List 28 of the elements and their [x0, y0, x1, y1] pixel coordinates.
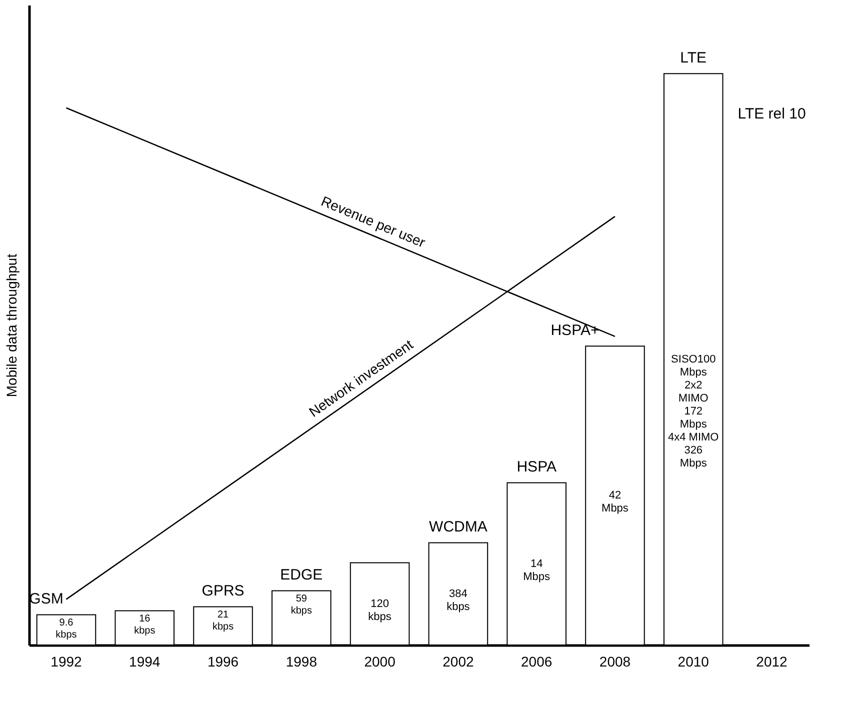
annotation: EDGE: [280, 566, 323, 584]
x-tick-label: 1996: [207, 654, 239, 670]
annotation: 16 kbps: [134, 614, 156, 637]
annotation: 120 kbps: [368, 598, 392, 623]
x-tick-label: 2008: [599, 654, 631, 670]
x-tick-label: 2012: [756, 654, 788, 670]
annotation: 9.6 kbps: [56, 618, 77, 641]
annotation: HSPA+: [550, 322, 600, 340]
x-tick-label: 2010: [678, 654, 710, 670]
x-tick-label: 1992: [50, 654, 82, 670]
x-tick-label: 2002: [442, 654, 474, 670]
text: SISO100 Mbps 2x2 MIMO 172 Mbps 4x4 MIMO 326 Mbps: [668, 353, 719, 470]
x-tick-label: 2000: [364, 654, 396, 670]
annotation: HSPA: [516, 458, 556, 476]
annotation: GPRS: [202, 582, 244, 600]
x-tick-label: 1994: [129, 654, 160, 670]
annotation: 42 Mbps: [602, 490, 629, 515]
annotation: 14 Mbps: [523, 558, 551, 583]
x-tick-label: 1998: [286, 654, 318, 670]
annotation: LTE rel 10: [738, 106, 806, 123]
annotation: 21 kbps: [212, 610, 234, 633]
annotation: 384 kbps: [446, 588, 470, 613]
x-tick-label: 2006: [521, 654, 552, 670]
annotation: WCDMA: [429, 518, 488, 536]
text: LTE: [680, 50, 707, 67]
y-axis-title: Mobile data throughput: [4, 254, 20, 398]
annotation: GSM: [29, 590, 64, 608]
annotation: 59 kbps: [290, 594, 312, 617]
